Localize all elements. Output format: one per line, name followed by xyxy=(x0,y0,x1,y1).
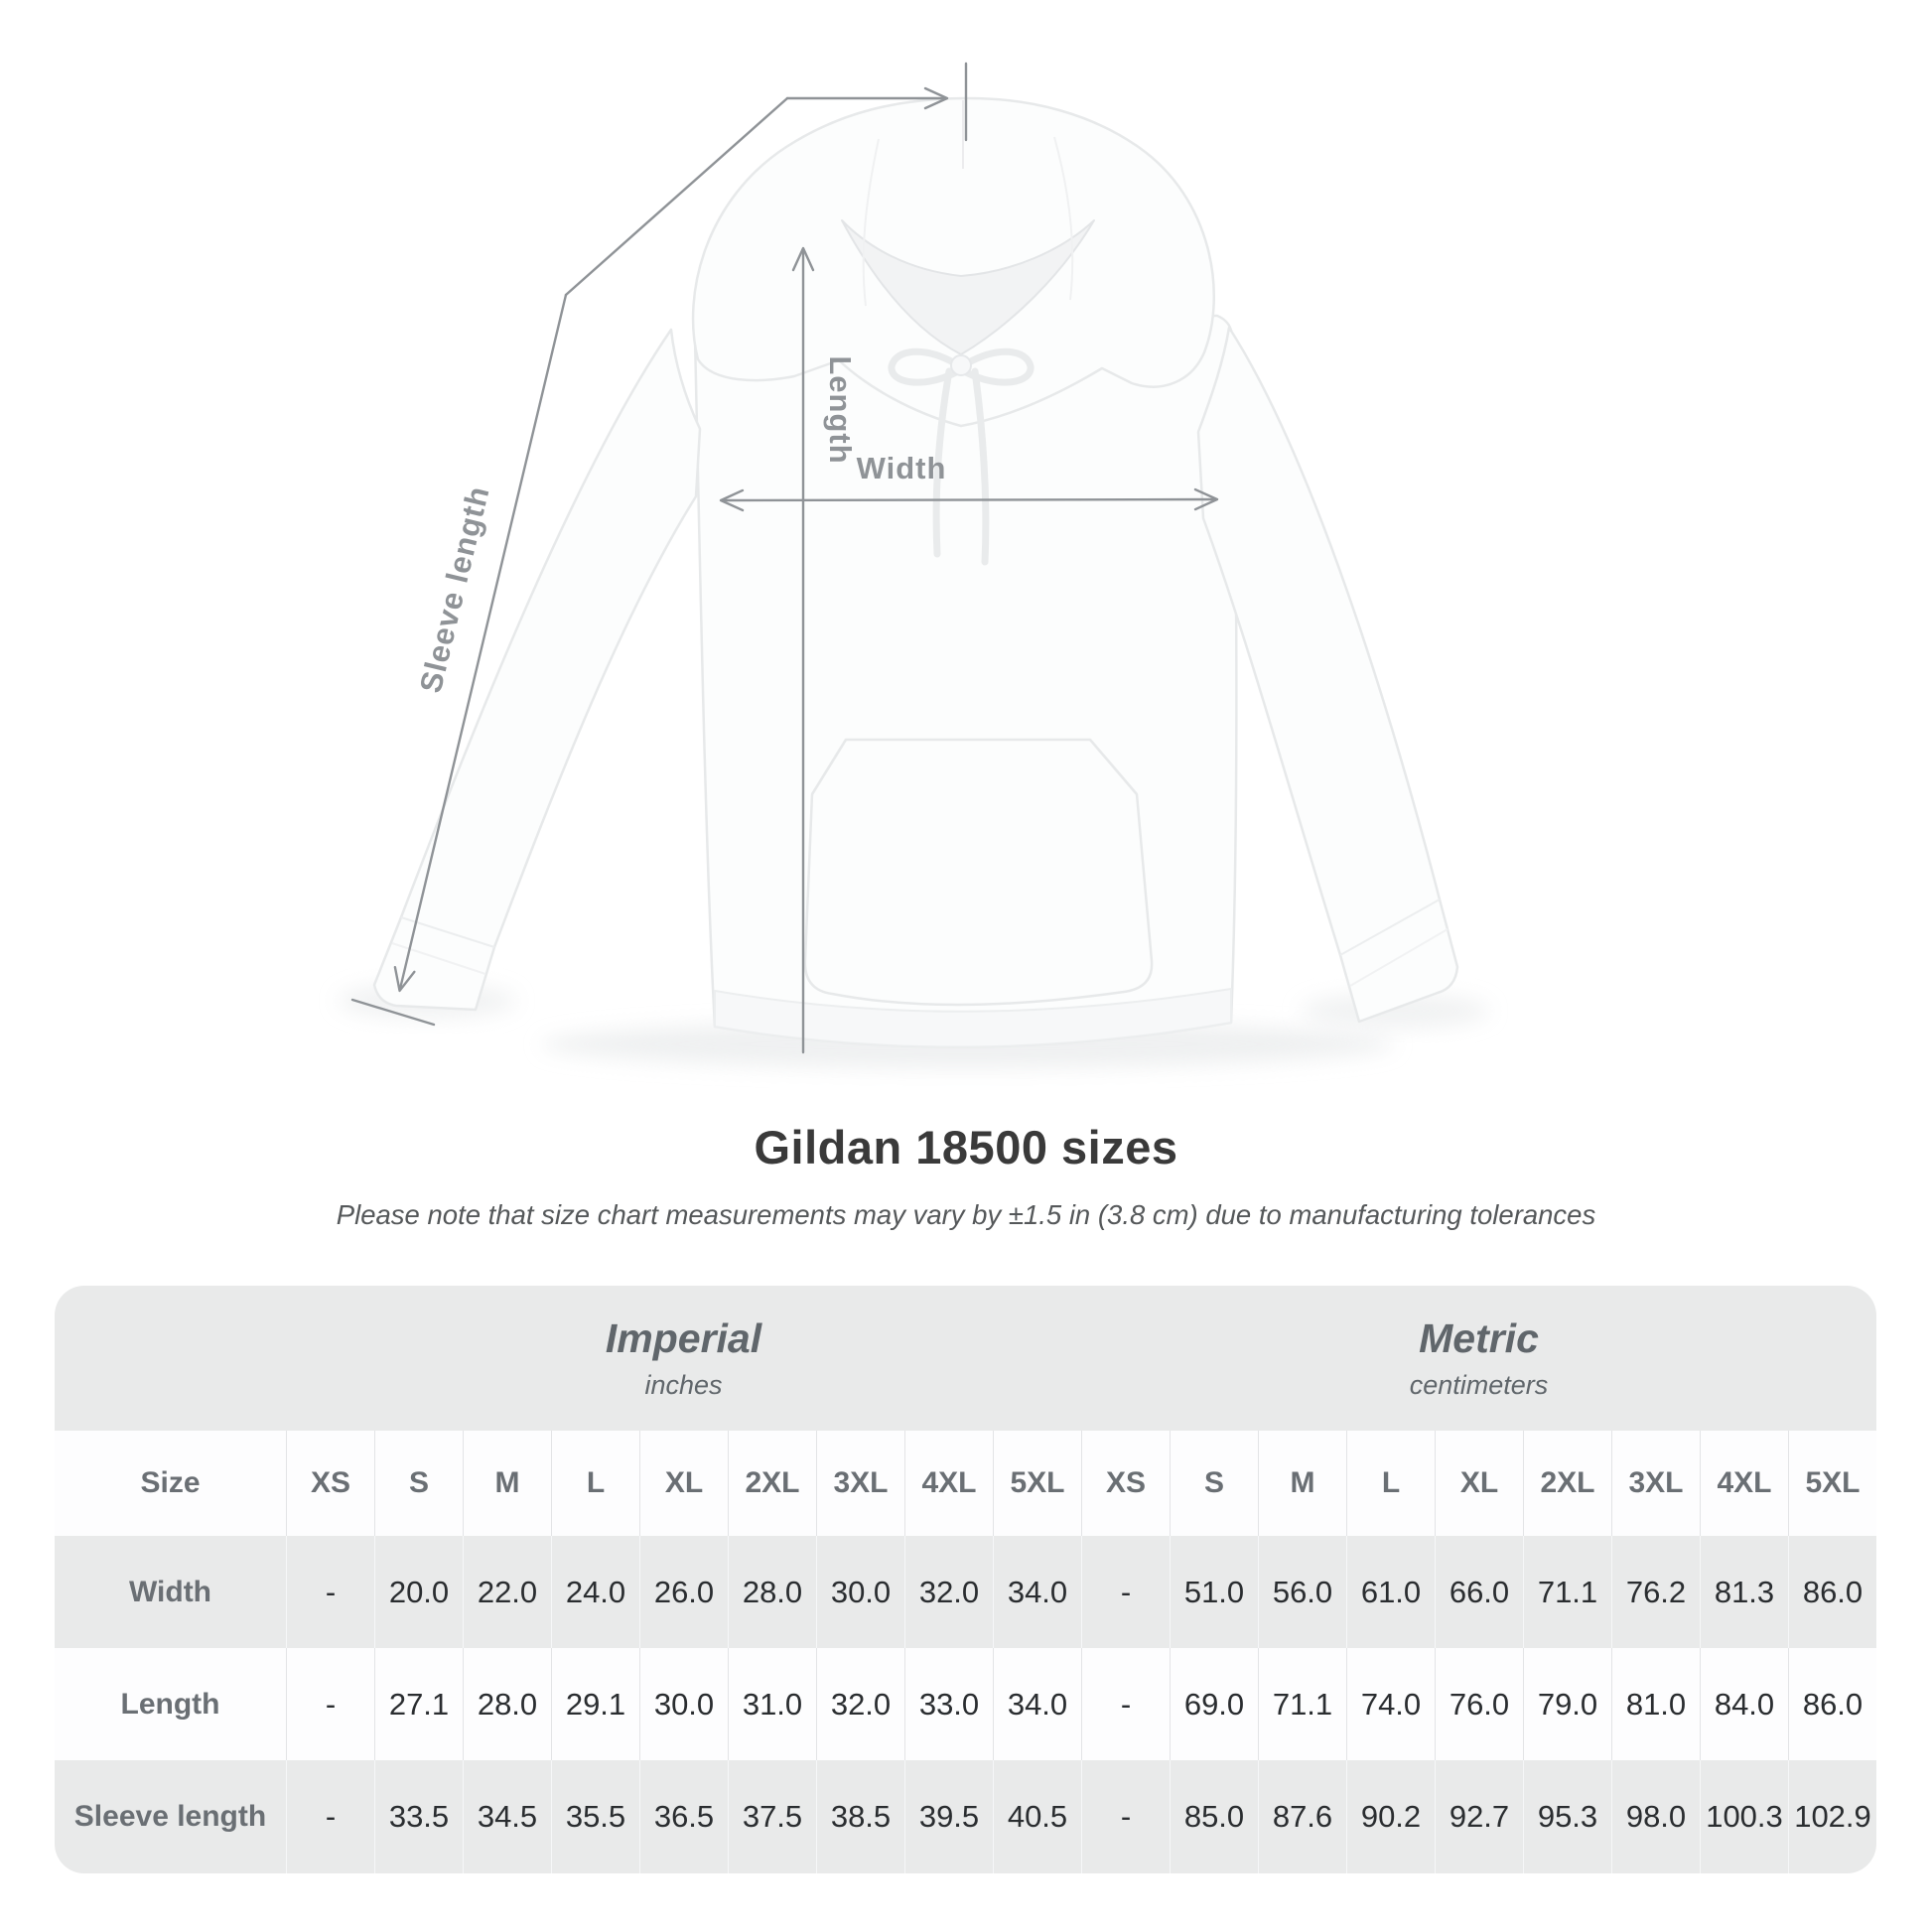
value-cell: 30.0 xyxy=(639,1648,728,1760)
value-cell: 32.0 xyxy=(816,1648,904,1760)
value-cell: 90.2 xyxy=(1346,1760,1435,1873)
value-cell: - xyxy=(286,1648,374,1760)
drawstring xyxy=(888,347,1035,566)
size-header-s: S xyxy=(374,1431,463,1536)
sleeve-length-label: Sleeve length xyxy=(413,483,496,696)
size-header-5xl: 5XL xyxy=(1788,1431,1876,1536)
value-cell: 40.5 xyxy=(993,1760,1081,1873)
value-cell: 61.0 xyxy=(1346,1536,1435,1648)
value-cell: 31.0 xyxy=(728,1648,816,1760)
value-cell: 24.0 xyxy=(551,1536,639,1648)
value-cell: 95.3 xyxy=(1523,1760,1611,1873)
size-header-m: M xyxy=(463,1431,551,1536)
unit-group-sub: centimeters xyxy=(1409,1370,1549,1400)
value-cell: 81.0 xyxy=(1611,1648,1700,1760)
value-cell: 71.1 xyxy=(1523,1536,1611,1648)
unit-group-name: Metric xyxy=(1419,1315,1539,1361)
value-cell: 76.2 xyxy=(1611,1536,1700,1648)
unit-group-sub: inches xyxy=(644,1370,723,1400)
value-cell: 87.6 xyxy=(1258,1760,1346,1873)
value-cell: 30.0 xyxy=(816,1536,904,1648)
size-header-xs: XS xyxy=(286,1431,374,1536)
size-header-xs: XS xyxy=(1081,1431,1170,1536)
value-cell: 20.0 xyxy=(374,1536,463,1648)
sleeve-arrow-bottom xyxy=(393,293,568,993)
value-cell: 100.3 xyxy=(1700,1760,1788,1873)
value-cell: - xyxy=(1081,1648,1170,1760)
value-cell: 76.0 xyxy=(1435,1648,1523,1760)
value-cell: 28.0 xyxy=(728,1536,816,1648)
unit-group-imperial: Imperial inches xyxy=(286,1286,1081,1431)
value-cell: 74.0 xyxy=(1346,1648,1435,1760)
width-arrow xyxy=(719,487,1219,512)
value-cell: 79.0 xyxy=(1523,1648,1611,1760)
value-cell: 66.0 xyxy=(1435,1536,1523,1648)
size-header-2xl: 2XL xyxy=(1523,1431,1611,1536)
value-cell: 34.0 xyxy=(993,1536,1081,1648)
size-header-2xl: 2XL xyxy=(728,1431,816,1536)
value-cell: 27.1 xyxy=(374,1648,463,1760)
value-cell: 84.0 xyxy=(1700,1648,1788,1760)
size-header-xl: XL xyxy=(639,1431,728,1536)
size-header-3xl: 3XL xyxy=(1611,1431,1700,1536)
value-cell: 34.0 xyxy=(993,1648,1081,1760)
size-header-l: L xyxy=(551,1431,639,1536)
value-cell: - xyxy=(1081,1536,1170,1648)
size-header-5xl: 5XL xyxy=(993,1431,1081,1536)
value-cell: 22.0 xyxy=(463,1536,551,1648)
value-cell: 69.0 xyxy=(1170,1648,1258,1760)
value-cell: - xyxy=(1081,1760,1170,1873)
hoodie-image xyxy=(372,96,1459,1048)
value-cell: 34.5 xyxy=(463,1760,551,1873)
value-cell: 26.0 xyxy=(639,1536,728,1648)
table-corner-spacer xyxy=(55,1286,286,1431)
value-cell: 86.0 xyxy=(1788,1536,1876,1648)
value-cell: 102.9 xyxy=(1788,1760,1876,1873)
value-cell: 37.5 xyxy=(728,1760,816,1873)
value-cell: - xyxy=(286,1760,374,1873)
value-cell: 51.0 xyxy=(1170,1536,1258,1648)
size-header-3xl: 3XL xyxy=(816,1431,904,1536)
row-label: Sleeve length xyxy=(73,1800,267,1833)
value-cell: 38.5 xyxy=(816,1760,904,1873)
size-column-header: Size xyxy=(55,1431,286,1536)
unit-group-metric: Metric centimeters xyxy=(1081,1286,1876,1431)
value-cell: 92.7 xyxy=(1435,1760,1523,1873)
row-label: Width xyxy=(128,1575,212,1608)
size-table: Imperial inches Metric centimeters Size XS S M L… xyxy=(55,1286,1876,1873)
size-header-4xl: 4XL xyxy=(1700,1431,1788,1536)
size-header-xl: XL xyxy=(1435,1431,1523,1536)
cuff-tick xyxy=(350,998,436,1027)
value-cell: 36.5 xyxy=(639,1760,728,1873)
value-cell: 81.3 xyxy=(1700,1536,1788,1648)
value-cell: 85.0 xyxy=(1170,1760,1258,1873)
dimension-lines xyxy=(350,62,1219,1054)
value-cell: 86.0 xyxy=(1788,1648,1876,1760)
size-header-s: S xyxy=(1170,1431,1258,1536)
size-header-l: L xyxy=(1346,1431,1435,1536)
value-cell: 33.5 xyxy=(374,1760,463,1873)
width-label: Width xyxy=(857,451,947,485)
value-cell: 33.0 xyxy=(904,1648,993,1760)
value-cell: 71.1 xyxy=(1258,1648,1346,1760)
value-cell: 39.5 xyxy=(904,1760,993,1873)
value-cell: 56.0 xyxy=(1258,1536,1346,1648)
size-header-m: M xyxy=(1258,1431,1346,1536)
sleeve-bend-line xyxy=(564,96,789,297)
unit-group-name: Imperial xyxy=(605,1315,762,1361)
page-title: Gildan 18500 sizes xyxy=(754,1121,1178,1173)
tolerance-note: Please note that size chart measurements… xyxy=(336,1199,1596,1230)
value-cell: 35.5 xyxy=(551,1760,639,1873)
size-header-4xl: 4XL xyxy=(904,1431,993,1536)
value-cell: 28.0 xyxy=(463,1648,551,1760)
value-cell: - xyxy=(286,1536,374,1648)
row-label: Length xyxy=(55,1648,286,1760)
value-cell: 32.0 xyxy=(904,1536,993,1648)
length-label: Length xyxy=(823,355,858,464)
value-cell: 98.0 xyxy=(1611,1760,1700,1873)
value-cell: 29.1 xyxy=(551,1648,639,1760)
